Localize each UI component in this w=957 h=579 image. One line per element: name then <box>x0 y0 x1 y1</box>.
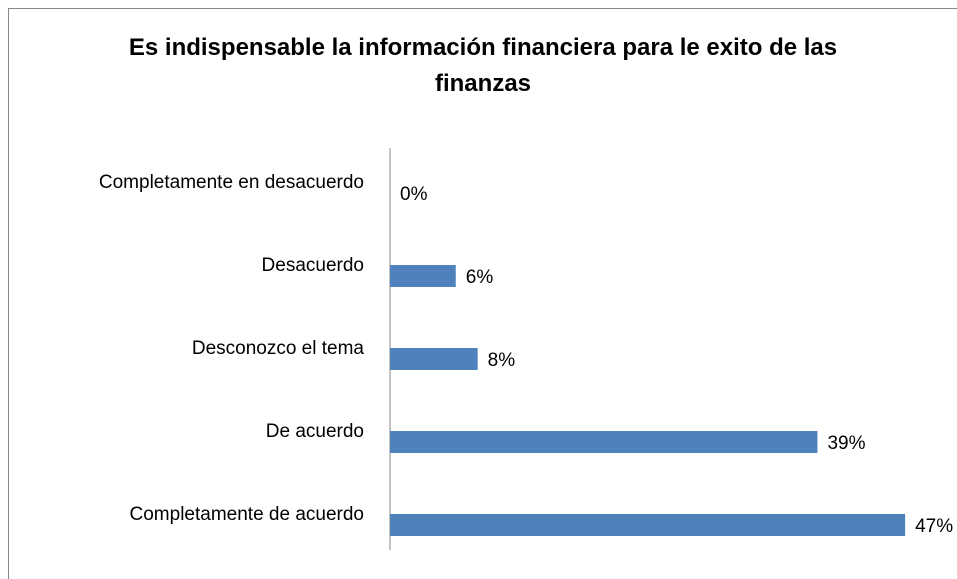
chart-border <box>8 8 957 579</box>
y-tick-label: Desacuerdo <box>262 255 364 276</box>
bar <box>390 348 478 370</box>
value-label: 0% <box>400 184 428 205</box>
value-label: 6% <box>466 267 494 288</box>
value-label: 8% <box>488 350 516 371</box>
value-label: 39% <box>827 433 865 454</box>
y-tick-label: Completamente de acuerdo <box>130 504 364 525</box>
chart-title: Es indispensable la información financie… <box>128 34 838 97</box>
y-tick-label: Desconozco el tema <box>192 338 365 359</box>
bar <box>390 265 456 287</box>
y-tick-label: Completamente en desacuerdo <box>99 172 364 193</box>
value-label: 47% <box>915 516 953 537</box>
bar <box>390 431 818 453</box>
bar <box>390 514 906 536</box>
y-tick-label: De acuerdo <box>266 421 364 442</box>
